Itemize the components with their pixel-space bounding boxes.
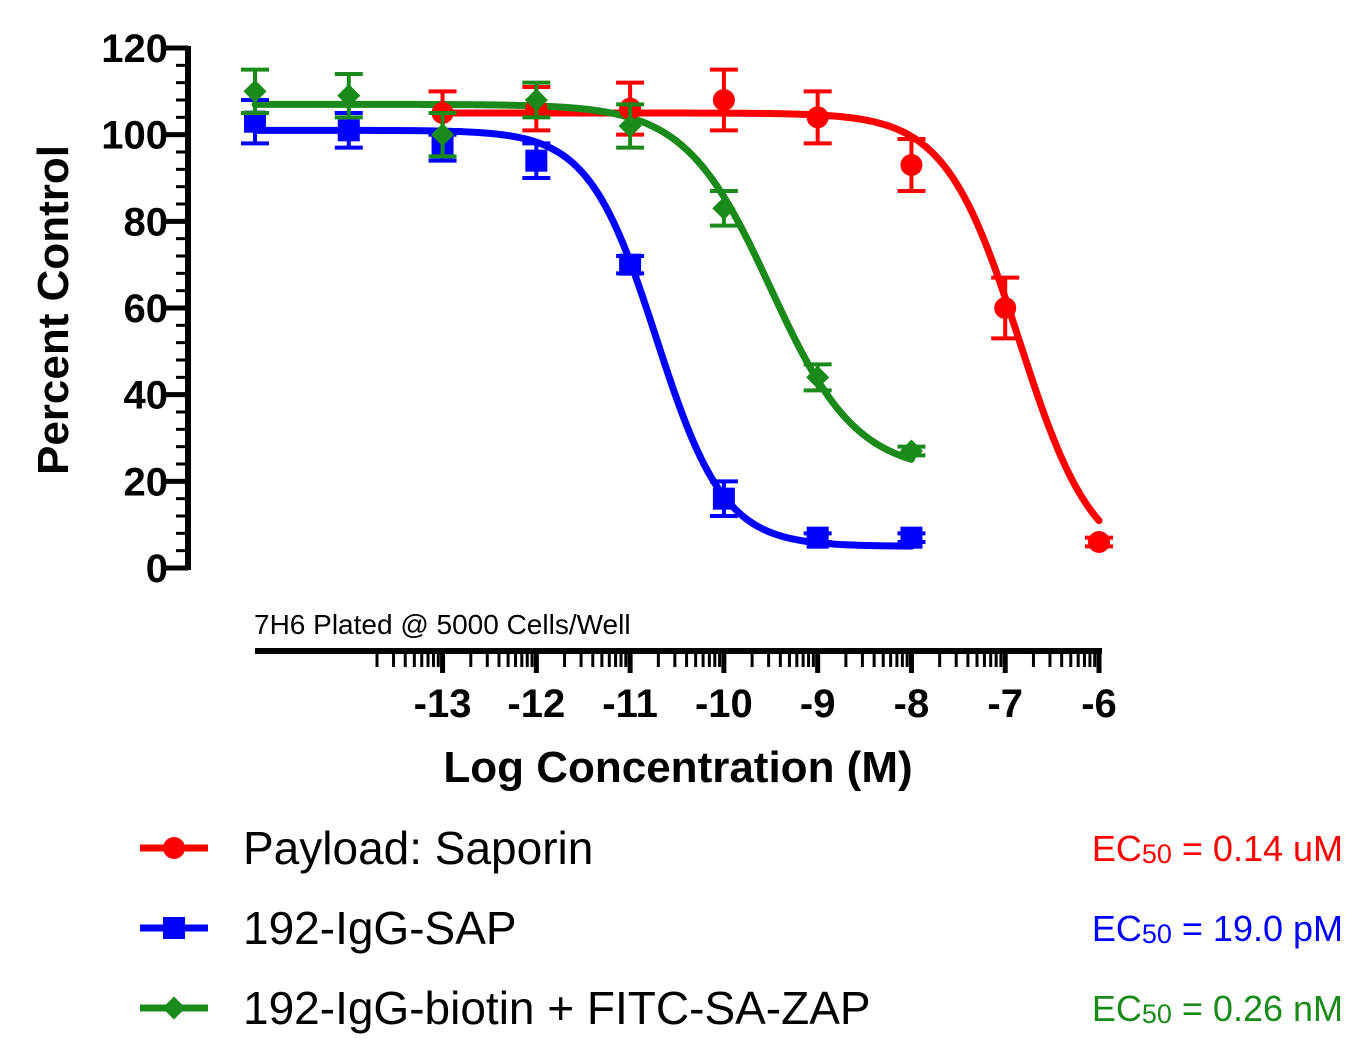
legend-swatch-marker [162, 996, 186, 1020]
y-tick-label: 0 [146, 547, 168, 591]
x-axis-title: Log Concentration (M) [443, 743, 912, 792]
data-point [431, 123, 455, 147]
data-point [806, 106, 829, 129]
x-tick-label: -10 [695, 682, 753, 726]
data-point [712, 196, 736, 220]
data-point [1088, 531, 1110, 553]
x-tick-label: -12 [507, 682, 565, 726]
data-point [524, 88, 548, 112]
legend: Payload: Saporin EC50 = 0.14 uM 192-IgG-SA… [140, 822, 1343, 1034]
y-axis: 0 20 40 60 80 100 120 [101, 27, 191, 591]
fit-curve-series-1 [439, 109, 1103, 525]
ec50-label: EC50 = 19.0 pM [1092, 908, 1343, 949]
series-2-points [241, 98, 926, 549]
y-axis-title: Percent Control [29, 145, 78, 475]
x-tick-label: -13 [414, 682, 472, 726]
data-point [994, 297, 1017, 319]
data-point [806, 526, 829, 549]
data-point [899, 439, 923, 463]
data-point [900, 526, 923, 549]
data-point [337, 84, 361, 108]
y-tick-label: 120 [101, 27, 168, 71]
fitted-curves [251, 100, 1103, 550]
x-tick-label: -8 [894, 682, 930, 726]
data-point [618, 114, 642, 138]
data-points [241, 67, 1113, 553]
legend-entry-2: 192-IgG-SAP EC50 = 19.0 pM [140, 902, 1343, 954]
data-point [243, 79, 267, 103]
y-tick-label: 20 [124, 460, 169, 504]
data-point [712, 89, 735, 111]
data-point [900, 154, 923, 176]
series-3-points [241, 67, 926, 463]
chart-annotation: 7H6 Plated @ 5000 Cells/Well [254, 609, 631, 640]
y-tick-label: 60 [124, 287, 169, 331]
x-tick-label: -6 [1081, 682, 1117, 726]
data-point [337, 119, 360, 142]
data-point [712, 487, 735, 510]
legend-label: Payload: Saporin [243, 822, 593, 874]
legend-swatch-marker [163, 837, 185, 859]
ec50-label: EC50 = 0.26 nM [1092, 988, 1343, 1029]
x-axis: -13 -12 -11 -10 -9 -8 -7 -6 [255, 648, 1117, 726]
data-point [525, 149, 548, 172]
data-point [619, 253, 642, 276]
legend-swatch-marker [163, 917, 185, 939]
ec50-label: EC50 = 0.14 uM [1092, 828, 1343, 869]
legend-label: 192-IgG-SAP [243, 902, 517, 954]
legend-entry-1: Payload: Saporin EC50 = 0.14 uM [140, 822, 1343, 874]
x-tick-label: -7 [987, 682, 1023, 726]
legend-entry-3: 192-IgG-biotin + FITC-SA-ZAP EC50 = 0.26 … [140, 982, 1343, 1034]
data-point [806, 365, 830, 389]
legend-label: 192-IgG-biotin + FITC-SA-ZAP [243, 982, 871, 1034]
x-tick-label: -11 [602, 682, 658, 726]
x-tick-label: -9 [800, 682, 836, 726]
y-tick-label: 80 [124, 200, 169, 244]
fit-curve-series-2 [251, 126, 915, 550]
y-tick-label: 40 [124, 374, 169, 418]
data-point [244, 110, 266, 133]
fit-curve-series-3 [251, 100, 915, 463]
y-tick-label: 100 [101, 114, 168, 158]
